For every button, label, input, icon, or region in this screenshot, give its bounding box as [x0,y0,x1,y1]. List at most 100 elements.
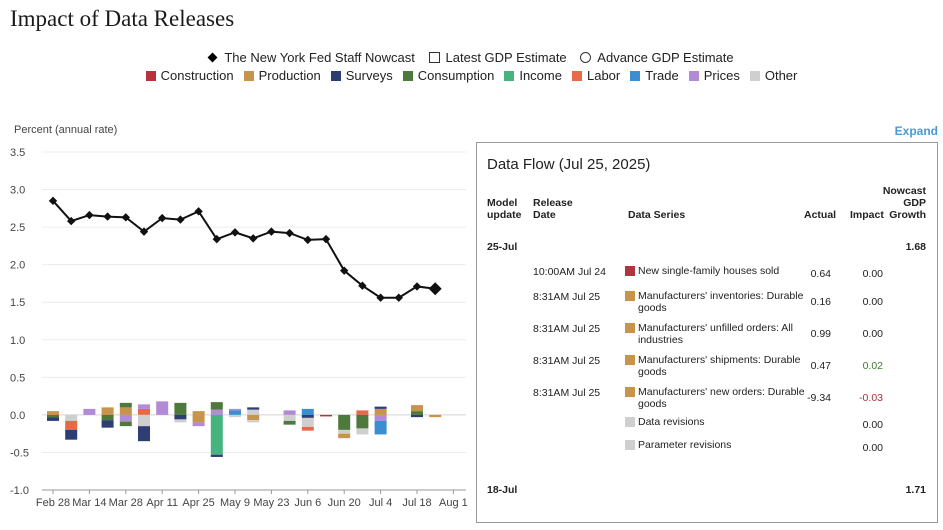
data-series: New single-family houses sold [638,265,780,277]
bar-segment-consumption [283,420,296,425]
bar-segment-surveys [65,429,78,440]
nowcast-point [394,293,403,302]
legend-production[interactable]: Production [243,68,321,83]
nowcast-line [52,200,436,299]
data-series: Manufacturers' unfilled orders: All indu… [638,322,793,346]
bar-segment-surveys [47,417,59,421]
bar-segment-other [338,429,351,434]
nowcast-point [139,227,149,236]
expand-button[interactable]: Expand [894,124,938,138]
data-flow-panel: Data Flow (Jul 25, 2025) Model update Re… [476,142,938,523]
nowcast-point [428,282,442,296]
data-series: Manufacturers' shipments: Durable goods [638,354,801,378]
bar-segment-other [247,409,260,415]
circle-icon [580,52,592,64]
bar-segment-other [247,420,260,423]
legend-swatch [402,71,413,82]
bar-segment-other [301,417,314,427]
bar-segment-other [138,414,150,427]
header-actual: Actual [804,209,837,221]
bar-segment-consumption [411,411,423,415]
legend-trade[interactable]: Trade [630,68,679,83]
legend-income[interactable]: Income [504,68,562,83]
bar-segment-production [374,408,387,415]
bar-segment-prices [138,404,150,409]
series-category-swatch [625,387,635,397]
y-axis-label: Percent (annual rate) [14,124,117,136]
bar-segment-other [65,414,78,421]
data-series: Data revisions [638,416,705,428]
series-category-swatch [625,323,635,333]
y-tick-label: -1.0 [10,485,29,497]
x-tick-label: Apr 25 [182,497,214,509]
nowcast-point [121,213,130,222]
release-date: 8:31AM Jul 25 [533,355,601,367]
bar-segment-consumption [119,421,132,427]
legend-construction[interactable]: Construction [145,68,234,83]
y-tick-label: 3.0 [10,185,25,197]
header-model-update: Model update [487,197,522,221]
actual-value: 0.99 [810,328,831,340]
bar-segment-consumption [356,414,369,429]
diamond-icon [207,52,218,63]
bar-segment-prices [83,408,96,415]
bar-segment-surveys [374,406,387,409]
nowcast-point [103,212,112,221]
x-tick-label: Feb 28 [36,497,70,509]
bar-segment-surveys [247,407,260,410]
x-tick-label: Mar 14 [72,497,106,509]
legend-swatch [330,71,341,82]
page-title: Impact of Data Releases [10,6,235,31]
legend-surveys[interactable]: Surveys [330,68,393,83]
header-nowcast-gdp-growth: Nowcast GDP Growth [882,185,926,221]
bar-segment-production [429,414,442,418]
legend-swatch [688,71,699,82]
actual-value: -9.34 [807,392,831,404]
nowcast-point [267,227,276,236]
legend-other[interactable]: Other [749,68,797,83]
nowcast-point [303,235,312,245]
actual-value: 0.16 [810,296,831,308]
bar-segment-prices [283,410,296,415]
bar-segment-production [247,414,260,421]
legend-categories: Construction Production Surveys Consumption… [0,67,943,83]
release-date: 8:31AM Jul 25 [533,291,601,303]
header-release-date: Release Date [533,197,573,221]
bar-segment-trade [229,410,241,415]
legend-consumption[interactable]: Consumption [402,68,494,83]
header-impact: Impact [850,209,884,221]
impact-value: 0.00 [862,419,883,431]
bar-segment-income [210,414,223,455]
bar-segment-prices [156,401,169,415]
nowcast-point [340,266,349,275]
bar-segment-other [229,414,241,418]
bar-segment-surveys [210,454,223,457]
bar-segment-trade [374,420,387,435]
legend-latest-gdp[interactable]: Latest GDP Estimate [428,50,567,65]
legend-prices[interactable]: Prices [688,68,740,83]
bar-segment-surveys [301,414,314,418]
bar-segment-consumption [174,402,187,415]
bar-segment-labor [138,408,150,415]
legend-labor[interactable]: Labor [571,68,620,83]
x-tick-label: Jun 6 [294,497,321,509]
y-tick-label: 0.0 [10,410,25,422]
legend-swatch [243,71,254,82]
header-data-series: Data Series [628,209,686,221]
bar-segment-prices [210,409,223,415]
data-series: Parameter revisions [638,439,732,451]
data-flow-title: Data Flow (Jul 25, 2025) [487,156,651,173]
bar-segment-construction [320,414,332,417]
nowcast-point [194,207,203,216]
series-category-swatch [625,417,635,427]
group-date: 25-Jul [487,241,518,253]
impact-value: 0.00 [862,328,883,340]
x-tick-label: Jun 20 [328,497,361,509]
data-series: Manufacturers' inventories: Durable good… [638,290,804,314]
bar-segment-labor [356,410,369,415]
nowcast-point [158,213,167,223]
legend-advance-gdp[interactable]: Advance GDP Estimate [580,50,734,65]
legend-nowcast[interactable]: The New York Fed Staff Nowcast [207,50,415,65]
group-nowcast: 1.71 [905,484,926,496]
y-tick-label: 2.5 [10,222,25,234]
